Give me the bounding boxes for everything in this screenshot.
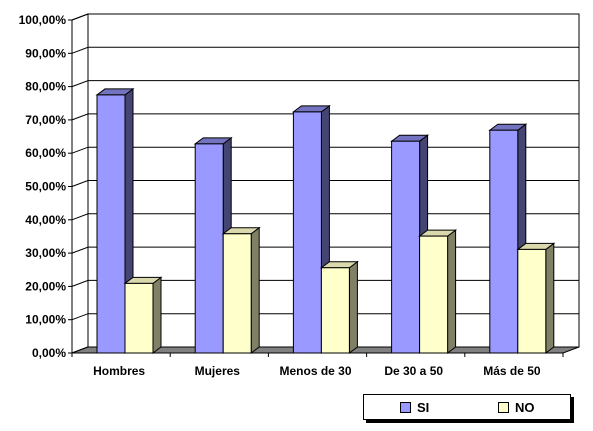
bar-si-1-front [194,143,224,354]
x-tick-label: Menos de 30 [279,364,351,378]
bar-no-1-front [222,233,252,354]
legend-label-no: NO [515,399,535,415]
x-tick-label: Más de 50 [483,364,541,378]
y-tick-label: 50,00% [25,180,66,194]
y-tick-label: 60,00% [25,146,66,160]
bar-no-2 [319,260,359,354]
x-axis: Hombres Mujeres Menos de 30 De 30 a 50 Más d… [71,352,564,378]
bar-no-4-front [517,248,547,354]
bar-no-3-side [447,229,457,354]
legend-item-no: NO [498,399,535,415]
legend-swatch-si [400,401,411,413]
y-tick-label: 10,00% [25,313,66,327]
y-axis: 0,00% 10,00% 20,00% 30,00% 40,00% 50,00% 60,00… [19,13,73,360]
bar-si-2 [291,104,331,354]
y-tick-label: 0,00% [32,346,66,360]
gridline [71,46,579,54]
y-tick-label: 70,00% [25,113,66,127]
gridline [71,113,579,121]
bar-si-0-front [96,94,126,354]
bar-no-3-front [419,235,449,354]
bar-si-2-front [292,111,322,354]
bar-no-4-side [545,242,555,354]
bar-no-2-front [320,267,350,354]
x-tick-label: Mujeres [195,364,241,378]
legend-swatch-no [498,401,509,413]
y-tick-label: 40,00% [25,213,66,227]
bar-no-4 [516,242,556,354]
bar-no-3 [418,229,458,354]
gridline [71,13,579,21]
bars [95,87,556,354]
legend-label-si: SI [417,399,430,415]
x-tick-label: Hombres [93,364,145,378]
bar-si-4-front [489,129,519,354]
y-tick-label: 30,00% [25,246,66,260]
bar-no-1 [221,226,261,354]
bar-no-1-side [250,226,260,354]
gridline [71,80,579,88]
y-tick-label: 20,00% [25,279,66,293]
legend: SI NO [363,394,571,420]
bar-no-0-front [124,282,154,354]
y-tick-label: 80,00% [25,80,66,94]
bar-si-3-front [391,140,421,354]
bar-no-2-side [348,260,358,354]
x-tick-label: De 30 a 50 [384,364,443,378]
bar-si-1 [193,136,233,354]
y-tick-label: 100,00% [19,13,67,27]
y-tick-label: 90,00% [25,46,66,60]
bar-no-0-side [152,276,162,354]
legend-item-si: SI [400,399,430,415]
bar-no-0 [123,276,163,354]
